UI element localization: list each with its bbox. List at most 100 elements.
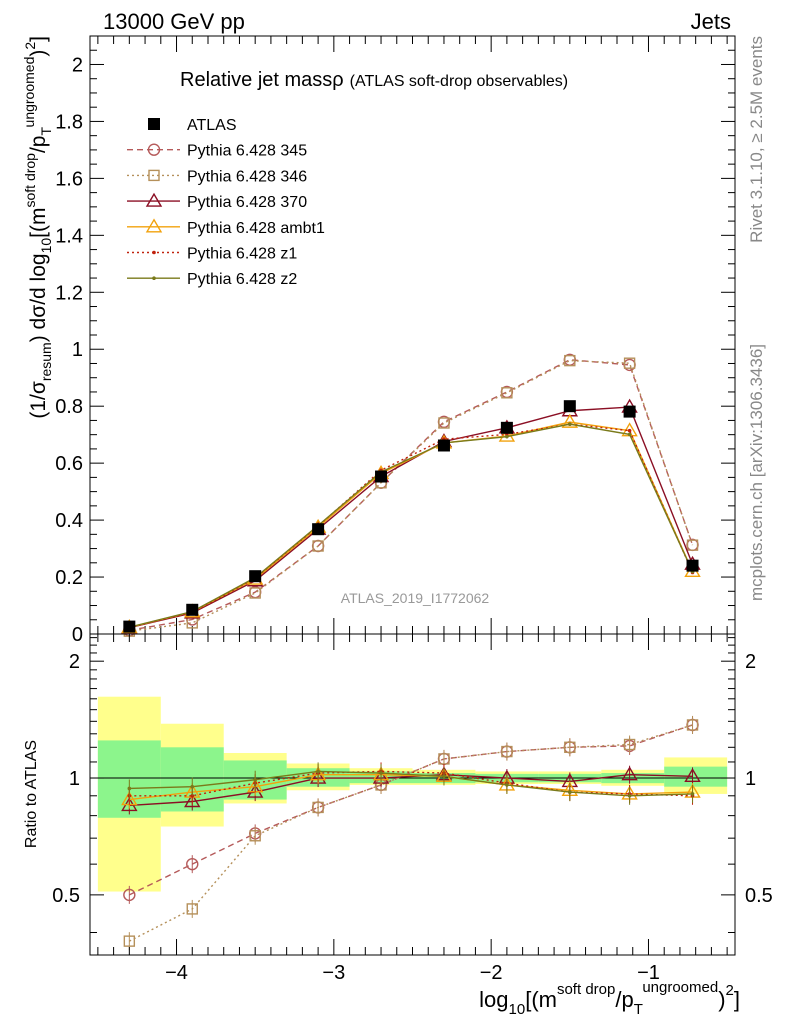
y-axis-label: (1/σresum) dσ/d log10[(msoft drop/pTungr… (21, 36, 54, 419)
ratio-point (690, 792, 695, 796)
ratio-point (312, 801, 324, 814)
legend-marker (147, 143, 161, 156)
legend-label: Pythia 6.428 370 (187, 194, 307, 211)
ratio-point (123, 888, 136, 902)
atlas-point (312, 523, 325, 536)
ratio-point (190, 784, 195, 789)
data-point (561, 413, 579, 428)
y-tick-label: 0.4 (55, 510, 83, 532)
ratio-point (186, 857, 199, 871)
ratio-point (568, 790, 572, 794)
atlas-point (375, 470, 388, 483)
y-tick-label: 1.8 (55, 111, 83, 133)
y-tick-label: 0.6 (55, 453, 83, 475)
ratio-point (501, 745, 513, 758)
ratio-point (505, 783, 509, 787)
ratio-tick-label: 1 (69, 768, 80, 790)
legend-item-pythia-6-428-z1: Pythia 6.428 z1 (127, 246, 297, 263)
data-point (312, 540, 324, 552)
header-right: Jets (691, 9, 731, 34)
x-tick-label: −2 (480, 962, 503, 984)
data-point (686, 539, 699, 551)
ratio-tick-label-right: 2 (745, 651, 756, 673)
ratio-point (190, 793, 195, 798)
atlas-point (563, 400, 576, 413)
rivet-label: Rivet 3.1.10, ≥ 2.5M events (747, 36, 766, 243)
legend-label: Pythia 6.428 z2 (187, 271, 297, 288)
ratio-point (316, 769, 320, 774)
y-tick-label: 1 (72, 339, 83, 361)
ratio-point (186, 903, 198, 915)
legend-item-pythia-6-428-z2: Pythia 6.428 z2 (127, 271, 297, 288)
ratio-line (129, 770, 693, 797)
ratio-point (621, 766, 638, 781)
chart-title-main: Relative jet massρ (180, 69, 344, 91)
atlas-point (249, 570, 262, 583)
data-point (249, 587, 261, 599)
y-tick-label: 0.8 (55, 396, 83, 418)
legend-item-pythia-6-428-346: Pythia 6.428 346 (127, 168, 307, 185)
x-tick-labels: −4 −3 −2 −1 (165, 962, 660, 984)
ratio-tick-label-right: 1 (745, 768, 756, 790)
series-line (129, 406, 694, 629)
ratio-point (123, 935, 136, 947)
legend-marker (145, 192, 163, 207)
series-line (129, 423, 694, 629)
legend-marker (145, 218, 163, 233)
y-tick-label: 1.2 (55, 282, 83, 304)
x-tick-label: −3 (322, 962, 345, 984)
legend-label: Pythia 6.428 z1 (187, 246, 297, 263)
data-point (568, 422, 572, 426)
ratio-point (184, 793, 201, 808)
atlas-point (437, 439, 450, 452)
legend-marker (148, 169, 160, 182)
legend-marker (148, 118, 160, 130)
mcplots-label: mcplots.cern.ch [arXiv:1306.3436] (747, 344, 766, 601)
x-tick-label: −1 (637, 962, 660, 984)
ratio-point (438, 753, 450, 765)
data-point (501, 387, 513, 399)
ratio-line (129, 773, 693, 807)
atlas-point (123, 620, 136, 633)
atlas-point (186, 603, 199, 616)
legend-item-pythia-6-428-370: Pythia 6.428 370 (127, 192, 307, 211)
legend-marker (152, 250, 156, 255)
ratio-ticks: 0.5 0.5 1 1 2 2 (52, 634, 773, 955)
watermark: ATLAS_2019_I1772062 (341, 590, 490, 606)
y-tick-label: 0.2 (55, 567, 83, 589)
ratio-y-axis-label: Ratio to ATLAS (23, 740, 40, 848)
legend-label: Pythia 6.428 346 (187, 168, 307, 185)
ratio-point (564, 741, 576, 753)
x-axis-label: log10[(msoft drop/pTungroomed)2] (479, 979, 740, 1018)
ratio-point (253, 777, 257, 782)
main-plot: 0 0.2 0.4 0.6 0.8 1 1.2 1.4 1.6 1.8 2 Relative jet… (55, 35, 736, 646)
atlas-point (623, 405, 636, 418)
ratio-series (121, 715, 701, 951)
ratio-tick-label: 0.5 (52, 885, 80, 907)
legend: ATLAS Pythia 6.428 345 Pythia 6.428 346 Pyt… (127, 117, 325, 288)
data-point (627, 432, 632, 437)
atlas-point (500, 421, 513, 434)
ratio-line (129, 724, 693, 896)
ratio-point (684, 767, 701, 783)
data-point (505, 434, 509, 439)
ratio-point (127, 786, 132, 791)
ratio-plot: 0.5 0.5 1 1 2 2 (52, 633, 773, 956)
series-line (129, 359, 694, 631)
main-ticks: 0 0.2 0.4 0.6 0.8 1 1.2 1.4 1.6 1.8 2 (55, 36, 735, 646)
legend-item-pythia-6-428-ambt1: Pythia 6.428 ambt1 (127, 218, 325, 237)
ratio-series-pythia-6-428-z2 (127, 762, 695, 805)
legend-marker (152, 276, 156, 281)
y-tick-label: 0 (72, 624, 83, 646)
chart-subtitle: (ATLAS soft-drop observables) (350, 73, 568, 90)
ratio-band-inner (664, 766, 728, 787)
legend-item-pythia-6-428-345: Pythia 6.428 345 (127, 143, 307, 160)
ratio-point (686, 719, 699, 731)
data-point (564, 354, 576, 367)
ratio-point (249, 830, 261, 842)
ratio-series-pythia-6-428-346 (123, 715, 699, 951)
legend-label: Pythia 6.428 345 (187, 143, 307, 160)
data-point (623, 357, 636, 369)
ratio-tick-label-right: 0.5 (745, 885, 773, 907)
